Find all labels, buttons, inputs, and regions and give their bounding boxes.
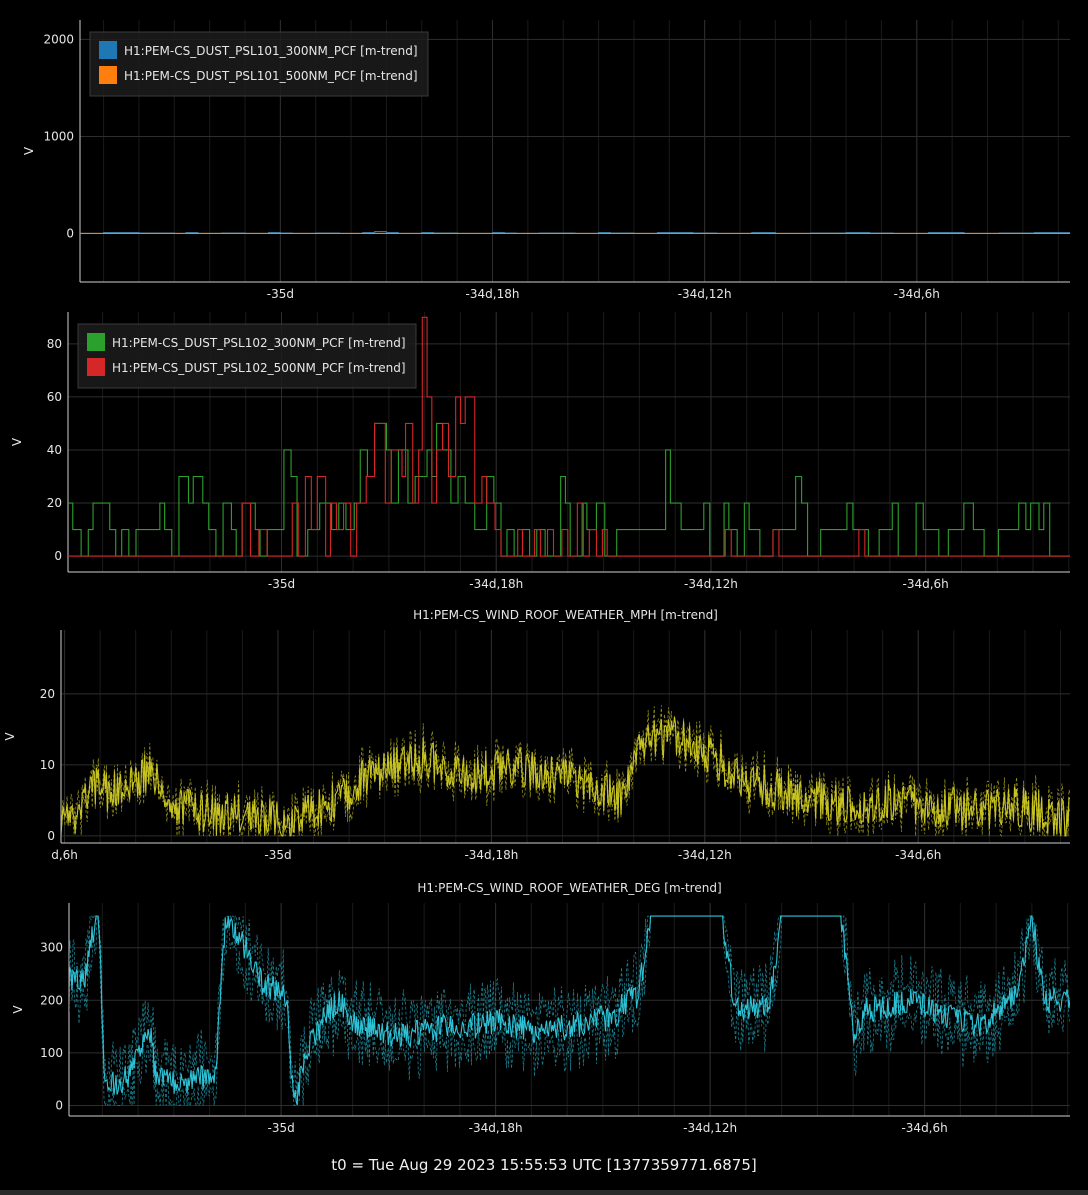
x-tick-label: -34d,6h bbox=[903, 577, 949, 591]
y-tick-label: 1000 bbox=[43, 129, 74, 143]
legend-swatch bbox=[99, 41, 117, 59]
series-line bbox=[68, 422, 1070, 557]
series-line bbox=[68, 316, 1070, 557]
x-tick-label: d,6h bbox=[51, 848, 78, 862]
x-tick-label: -34d,6h bbox=[901, 1121, 947, 1135]
y-axis-label: V bbox=[22, 146, 36, 155]
y-tick-label: 0 bbox=[66, 226, 74, 240]
y-tick-label: 200 bbox=[40, 993, 63, 1007]
plot-area bbox=[69, 914, 1070, 1108]
y-tick-label: 100 bbox=[40, 1046, 63, 1060]
x-tick-label: -35d bbox=[267, 287, 294, 301]
series-mean-line bbox=[61, 716, 1070, 837]
y-tick-label: 80 bbox=[47, 337, 62, 351]
legend-swatch bbox=[87, 358, 105, 376]
legend-label: H1:PEM-CS_DUST_PSL101_500NM_PCF [m-trend… bbox=[124, 69, 418, 83]
x-tick-label: -35d bbox=[268, 1121, 295, 1135]
plot-area bbox=[61, 705, 1070, 838]
legend-label: H1:PEM-CS_DUST_PSL101_300NM_PCF [m-trend… bbox=[124, 44, 418, 58]
chart-panel-dust-psl102: 0 20 40 60 80 -35d -34d,18h -34d,12h -34d,6h V H1:… bbox=[10, 312, 1070, 591]
y-tick-label: 0 bbox=[54, 549, 62, 563]
plot-area bbox=[80, 230, 1070, 235]
legend-box bbox=[89, 31, 429, 97]
x-tick-label: -34d,18h bbox=[469, 577, 523, 591]
legend-swatch bbox=[99, 66, 117, 84]
y-axis-label: V bbox=[11, 1005, 25, 1014]
x-tick-label: -35d bbox=[268, 577, 295, 591]
chart-panel-wind-deg: 0 100 200 300 -35d -34d,18h -34d,12h -34d,6h V H1… bbox=[11, 881, 1070, 1135]
x-tick-label: -34d,12h bbox=[683, 1121, 737, 1135]
y-tick-label: 10 bbox=[40, 758, 55, 772]
legend-label: H1:PEM-CS_DUST_PSL102_500NM_PCF [m-trend… bbox=[112, 361, 406, 375]
legend: H1:PEM-CS_DUST_PSL101_300NM_PCF [m-trend… bbox=[89, 31, 429, 97]
y-tick-label: 60 bbox=[47, 390, 62, 404]
grid bbox=[61, 630, 1070, 843]
y-axis-label: V bbox=[10, 437, 24, 446]
legend: H1:PEM-CS_DUST_PSL102_300NM_PCF [m-trend… bbox=[77, 323, 417, 389]
y-tick-label: 20 bbox=[47, 496, 62, 510]
chart-title: H1:PEM-CS_WIND_ROOF_WEATHER_DEG [m-trend… bbox=[417, 881, 721, 895]
plot-area bbox=[68, 316, 1070, 557]
x-tick-label: -34d,12h bbox=[678, 287, 732, 301]
y-tick-label: 2000 bbox=[43, 32, 74, 46]
y-tick-label: 0 bbox=[55, 1098, 63, 1112]
x-tick-label: -34d,18h bbox=[469, 1121, 523, 1135]
chart-panel-wind-mph: 0 10 20 d,6h -35d -34d,18h -34d,12h -34d,6h V H1:… bbox=[3, 608, 1070, 862]
series-mean-line bbox=[69, 915, 1070, 1106]
x-tick-label: -34d,18h bbox=[464, 848, 518, 862]
y-tick-label: 20 bbox=[40, 687, 55, 701]
x-tick-label: -34d,12h bbox=[678, 848, 732, 862]
series-max-line bbox=[69, 914, 1070, 1100]
x-tick-label: -35d bbox=[264, 848, 291, 862]
x-tick-label: -34d,18h bbox=[466, 287, 520, 301]
legend-label: H1:PEM-CS_DUST_PSL102_300NM_PCF [m-trend… bbox=[112, 336, 406, 350]
legend-swatch bbox=[87, 333, 105, 351]
bottom-scrollbar[interactable] bbox=[0, 1190, 1088, 1195]
y-tick-label: 40 bbox=[47, 443, 62, 457]
x-tick-label: -34d,6h bbox=[895, 848, 941, 862]
chart-title: H1:PEM-CS_WIND_ROOF_WEATHER_MPH [m-trend… bbox=[413, 608, 718, 622]
y-tick-label: 300 bbox=[40, 941, 63, 955]
x-tick-label: -34d,12h bbox=[684, 577, 738, 591]
legend-box bbox=[77, 323, 417, 389]
chart-panel-dust-psl101: 0 1000 2000 -35d -34d,18h -34d,12h -34d,6h V H1:… bbox=[22, 20, 1070, 301]
x-tick-label: -34d,6h bbox=[894, 287, 940, 301]
t0-footer: t0 = Tue Aug 29 2023 15:55:53 UTC [13773… bbox=[331, 1156, 757, 1174]
y-tick-label: 0 bbox=[47, 829, 55, 843]
y-axis-label: V bbox=[3, 732, 17, 741]
